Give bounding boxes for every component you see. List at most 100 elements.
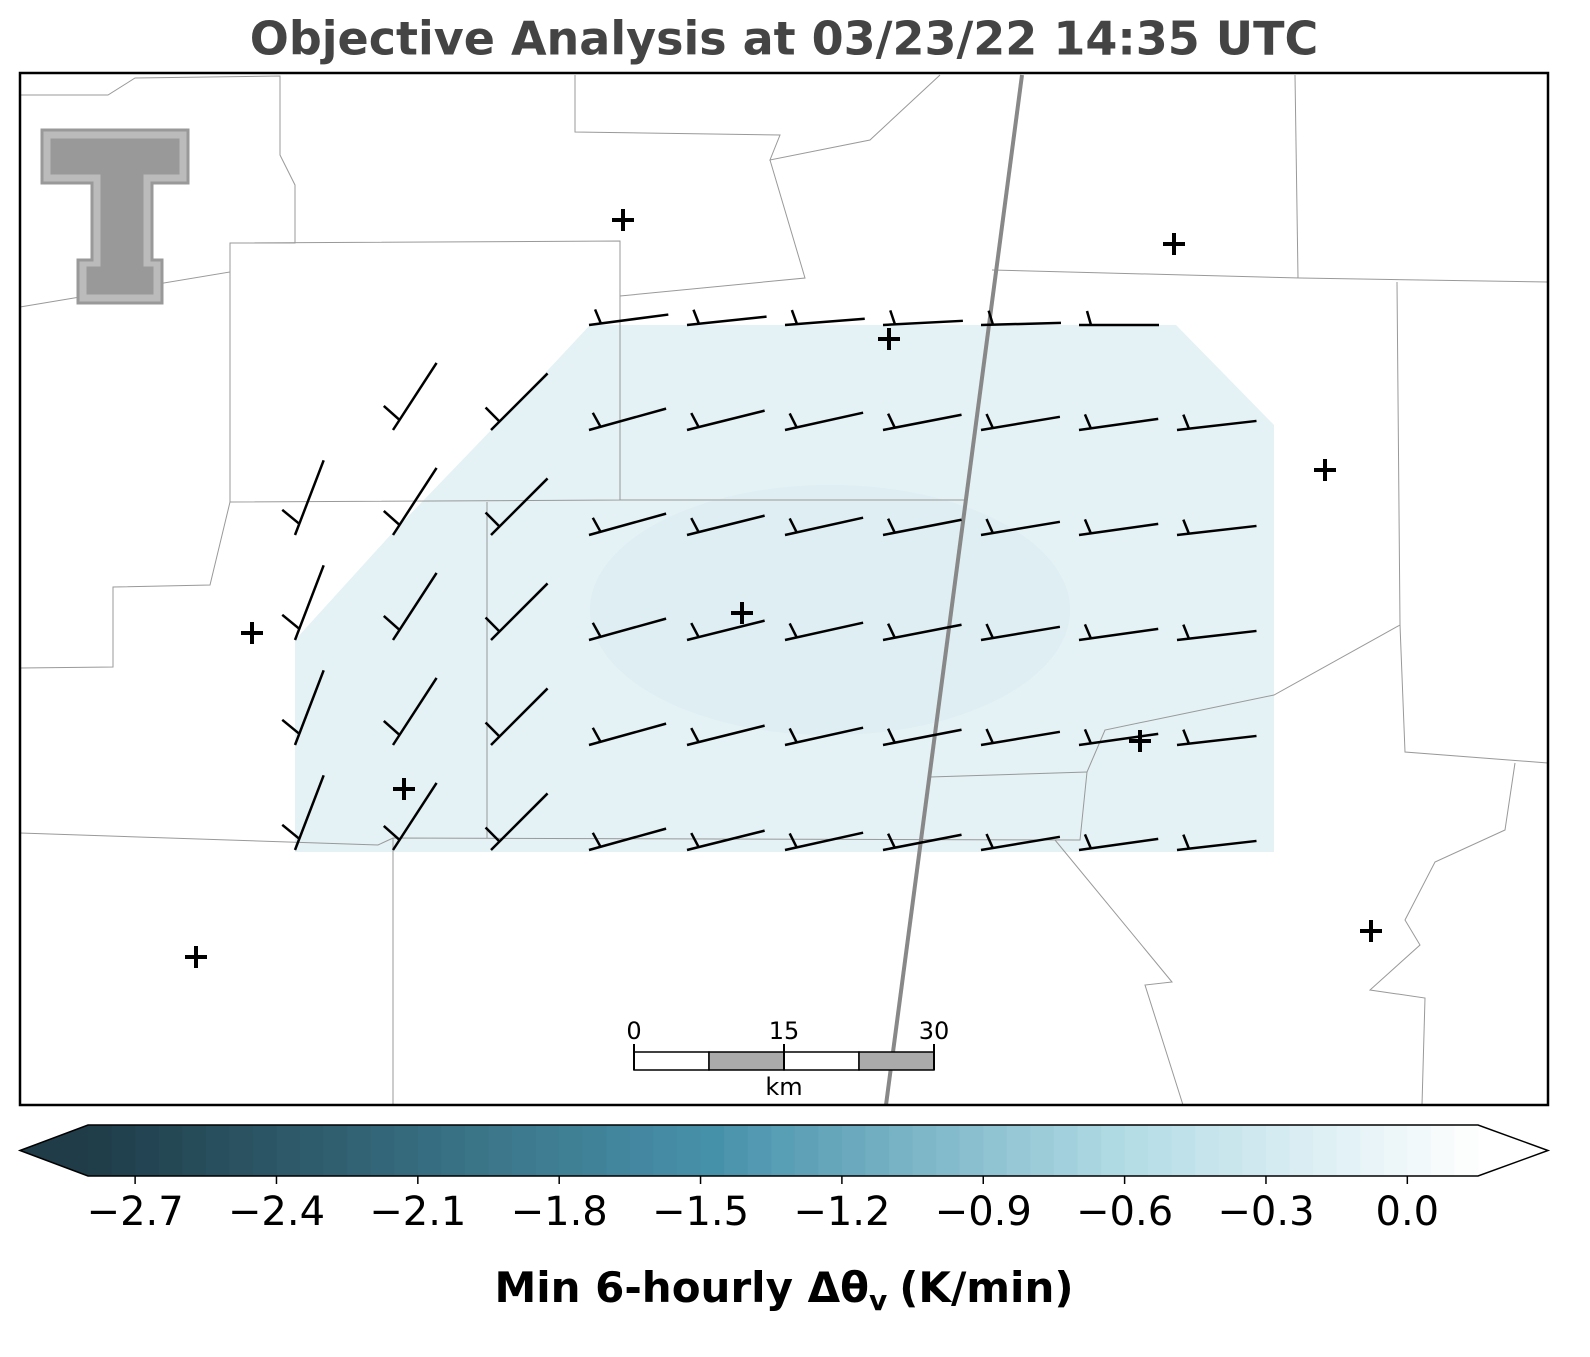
colorbar-label: Min 6-hourly Δθv (K/min) (494, 1263, 1073, 1318)
colorbar-band (1242, 1125, 1267, 1176)
colorbar-band (1313, 1125, 1338, 1176)
colorbar-band (88, 1125, 113, 1176)
barb-staff (1176, 524, 1257, 537)
colorbar-band (158, 1125, 183, 1176)
barb-tick (591, 727, 602, 743)
barb-tick (692, 309, 701, 325)
barb-staff (784, 411, 864, 432)
colorbar-band (1265, 1125, 1291, 1176)
colorbar-band (1218, 1125, 1243, 1176)
boundaries (19, 74, 1549, 1106)
barb-staff (588, 827, 667, 852)
colorbar-band (347, 1125, 372, 1176)
barb-staff (588, 313, 669, 327)
colorbar-band (1124, 1125, 1149, 1176)
barb-staff (686, 514, 765, 537)
barb-staff (293, 669, 325, 746)
barb-staff (882, 833, 962, 852)
barb-tick (1182, 624, 1191, 640)
label-tail: (K/min) (899, 1263, 1073, 1312)
barb-tick (382, 510, 401, 526)
colorbar-band (1383, 1125, 1408, 1176)
barb-tick (1182, 834, 1191, 850)
colorbar-band (535, 1125, 560, 1176)
colorbar-band (983, 1125, 1008, 1176)
barb-staff (686, 409, 765, 432)
barb-tick (886, 518, 896, 534)
colorbar-band (441, 1125, 466, 1176)
barb-staff (784, 621, 864, 642)
barb-staff (490, 372, 549, 431)
colorbar-band (841, 1125, 866, 1176)
barb-tick (985, 623, 994, 639)
barb-tick (788, 517, 798, 533)
scale-unit: km (765, 1073, 802, 1101)
barb-staff (784, 831, 864, 852)
barb-tick (788, 832, 798, 848)
colorbar-band (323, 1125, 348, 1176)
colorbar-band (394, 1125, 419, 1176)
colorbar-band (1336, 1125, 1361, 1176)
barb-tick (985, 833, 994, 849)
colorbar-tick-label: 0.0 (1376, 1189, 1440, 1235)
barb-staff (784, 516, 864, 537)
colorbar-band (300, 1125, 325, 1176)
barb-tick (1182, 519, 1191, 535)
colorbar-min-extend (20, 1125, 88, 1176)
title: Objective Analysis at 03/23/22 14:35 UTC (250, 12, 1319, 66)
colorbar-tick-label: −0.6 (1076, 1189, 1173, 1235)
colorbar-band (512, 1125, 537, 1176)
barb-tick (886, 623, 896, 639)
colorbar-tick-label: −2.4 (228, 1189, 325, 1235)
colorbar-band (771, 1125, 796, 1176)
stations (185, 209, 1382, 968)
colorbar-band (794, 1125, 819, 1176)
barb-staff (1078, 837, 1159, 852)
colorbar-band (1171, 1125, 1196, 1176)
barb-tick (985, 518, 994, 534)
colorbar-band (135, 1125, 160, 1176)
barb-staff (686, 315, 767, 327)
barb-staff (490, 792, 549, 851)
colorbar-band (252, 1125, 277, 1176)
barb-staff (784, 317, 865, 327)
colorbar-tick-label: −1.2 (793, 1189, 890, 1235)
barb-staff (980, 321, 1062, 327)
barb-tick (281, 613, 301, 630)
barb-staff (686, 619, 765, 642)
barb-tick (690, 727, 700, 743)
barb-staff (588, 407, 667, 432)
barb-staff (588, 617, 667, 642)
barb-tick (1083, 833, 1093, 849)
barb-staff (391, 677, 438, 746)
colorbar-band (1006, 1125, 1031, 1176)
colorbar-band (1454, 1125, 1479, 1176)
barb-tick (1182, 414, 1191, 430)
colorbar-band (1407, 1125, 1432, 1176)
barb-staff (391, 362, 438, 431)
barb-staff (1176, 734, 1257, 747)
scale-bar: 0 15 30 km (626, 1017, 949, 1101)
barb-tick (1083, 518, 1093, 534)
colorbar-band (936, 1125, 961, 1176)
barb-staff (882, 413, 962, 432)
scale-segment (708, 1051, 785, 1071)
barb-tick (484, 616, 501, 633)
colorbar-band (865, 1125, 890, 1176)
barb-staff (490, 687, 549, 746)
barb-tick (790, 309, 799, 325)
highway (884, 74, 1024, 1106)
barb-staff (293, 564, 325, 641)
barb-tick (281, 718, 301, 735)
barb-tick (484, 721, 501, 738)
colorbar-band (700, 1125, 725, 1176)
barb-tick (484, 511, 501, 528)
colorbar-tick-label: −1.5 (652, 1189, 749, 1235)
logo (40, 128, 190, 305)
barb-staff (490, 477, 549, 536)
barb-staff (293, 459, 325, 536)
shaded-core (590, 485, 1070, 735)
barb-tick (1083, 728, 1093, 744)
